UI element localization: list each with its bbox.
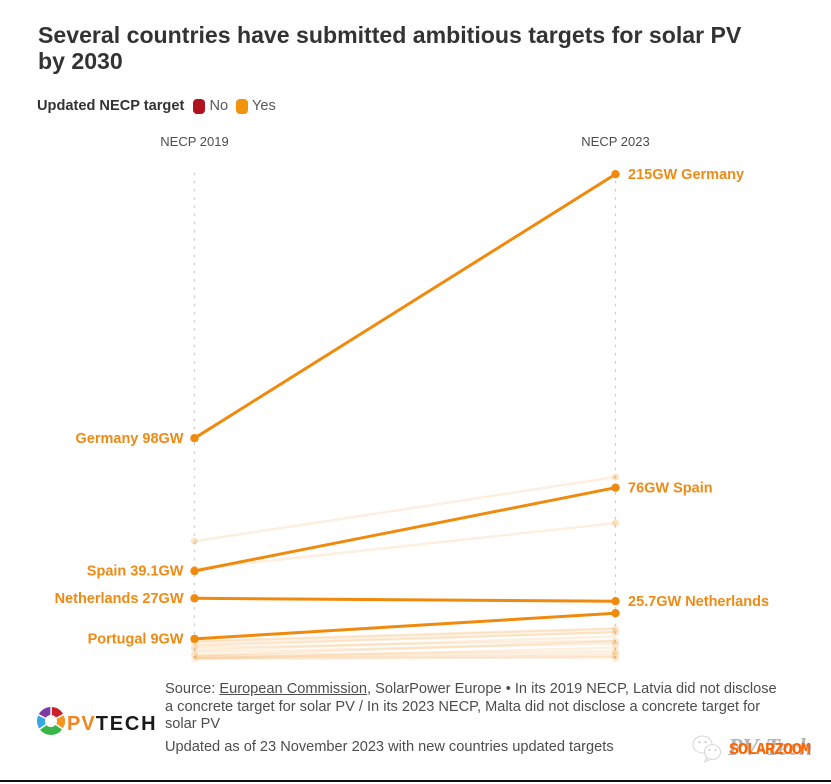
- svg-text:215GW Germany: 215GW Germany: [628, 167, 744, 183]
- svg-text:Spain 39.1GW: Spain 39.1GW: [87, 564, 184, 580]
- svg-text:Netherlands 27GW: Netherlands 27GW: [55, 591, 184, 607]
- svg-text:NECP 2023: NECP 2023: [581, 134, 649, 149]
- svg-text:Portugal 9GW: Portugal 9GW: [88, 632, 184, 648]
- svg-text:76GW Spain: 76GW Spain: [628, 480, 713, 496]
- svg-text:NECP 2019: NECP 2019: [160, 134, 228, 149]
- svg-text:Germany 98GW: Germany 98GW: [76, 431, 184, 447]
- svg-text:25.7GW Netherlands: 25.7GW Netherlands: [628, 594, 769, 610]
- svg-text:PVTECH: PVTECH: [67, 713, 157, 735]
